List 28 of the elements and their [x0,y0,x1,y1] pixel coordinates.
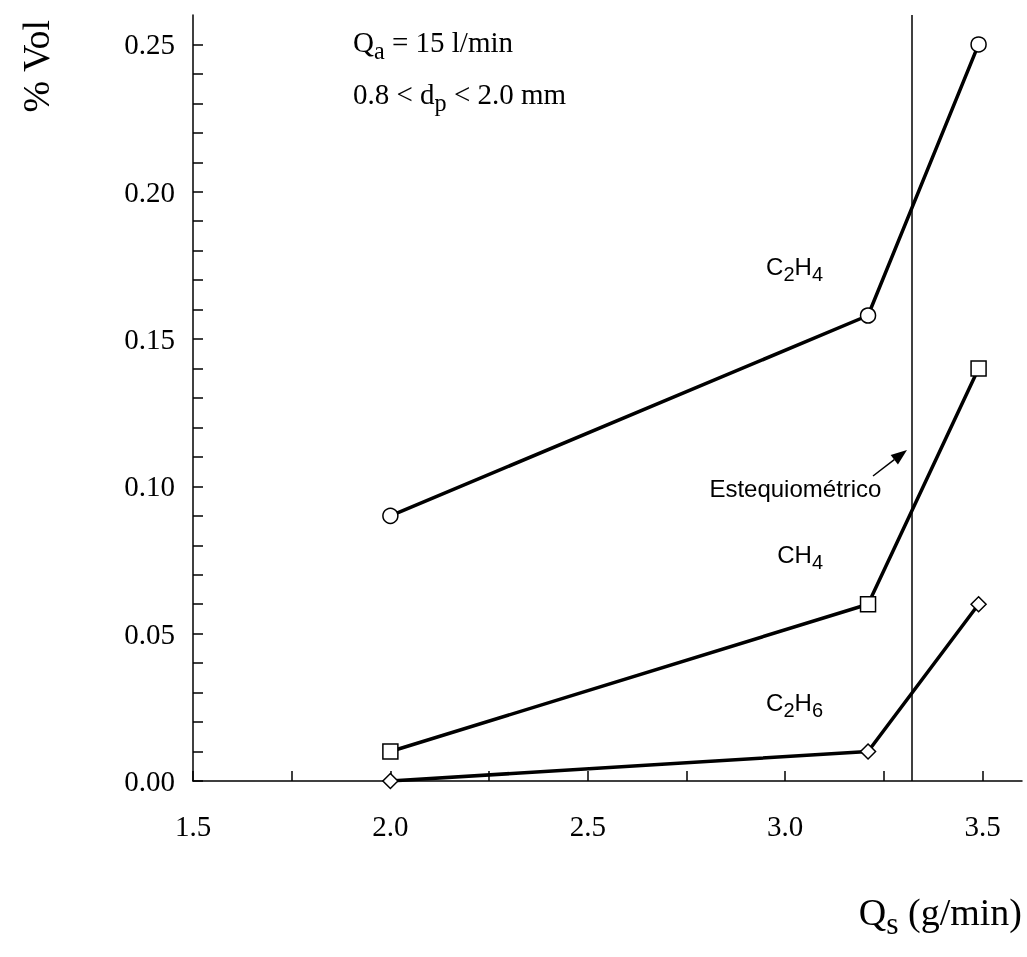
point [970,36,987,53]
point [859,595,877,613]
y-tick-label: 0.05 [124,617,175,650]
point [859,307,877,324]
y-tick-label: 0.15 [124,323,175,356]
point [970,595,987,613]
series-label: C$_{2}$H$_{4}$ [766,252,824,285]
annotation: 0.8 < d$_{p}$ < 2.0 mm [353,78,567,117]
x-tick-label: 1.5 [174,809,212,842]
y-tick-label: 0.25 [124,28,175,61]
annotation: Q$_{a}$ = 15 l/min [353,26,514,65]
y-tick-label: 0.10 [124,470,175,503]
point [382,743,399,760]
point [382,507,399,525]
y-tick-label: 0.00 [124,765,175,797]
y-tick-label: 0.20 [124,175,175,208]
series-label: C$_{2}$H$_{6}$ [766,688,824,721]
y-axis-title: % Vol [15,20,58,113]
series-label: CH$_{4}$ [777,541,824,574]
point [382,772,399,790]
point [859,743,877,760]
point [970,360,987,377]
x-axis-title: Q$_{s}$ (g/min) [858,890,1022,941]
x-tick-label: 2.5 [569,809,606,842]
ref-line-label: Estequiométrico [709,474,882,503]
x-tick-label: 2.0 [372,809,409,842]
x-tick-label: 3.0 [767,809,804,842]
x-tick-label: 3.5 [964,809,1001,842]
